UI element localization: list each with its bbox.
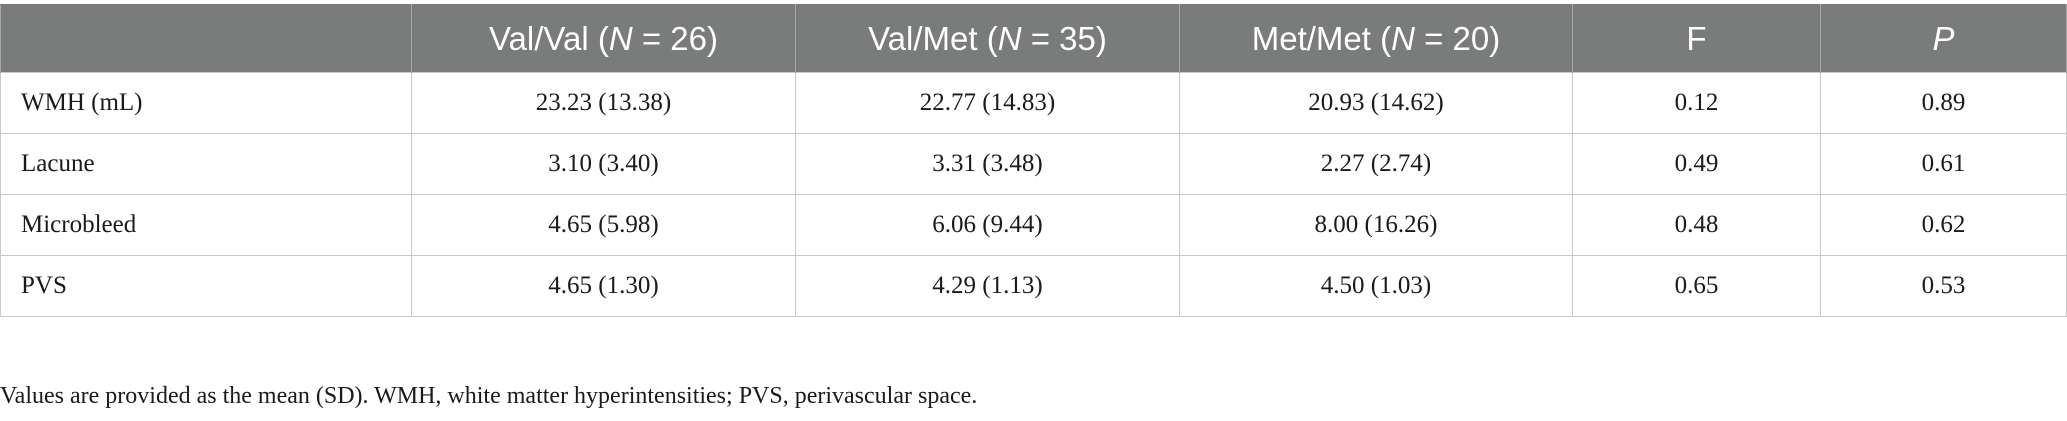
table-cell: 3.31 (3.48) [795, 133, 1180, 195]
table-row: Microbleed 4.65 (5.98) 6.06 (9.44) 8.00 … [0, 194, 2067, 256]
row-label-pvs: PVS [0, 255, 412, 317]
header-cell-measure [0, 4, 412, 73]
header-cell-f: F [1572, 4, 1821, 73]
table-cell: 0.65 [1572, 255, 1821, 317]
table-cell: 4.29 (1.13) [795, 255, 1180, 317]
row-label-wmh: WMH (mL) [0, 72, 412, 134]
row-label-lacune: Lacune [0, 133, 412, 195]
table-cell: 6.06 (9.44) [795, 194, 1180, 256]
table-cell: 20.93 (14.62) [1179, 72, 1573, 134]
table-cell: 4.65 (1.30) [411, 255, 796, 317]
table-cell: 0.62 [1820, 194, 2067, 256]
results-table: Val/Val (N = 26) Val/Met (N = 35) Met/Me… [0, 4, 2067, 317]
table-cell: 4.65 (5.98) [411, 194, 796, 256]
table-row: WMH (mL) 23.23 (13.38) 22.77 (14.83) 20.… [0, 72, 2067, 134]
table-header-row: Val/Val (N = 26) Val/Met (N = 35) Met/Me… [0, 4, 2067, 73]
table-row: Lacune 3.10 (3.40) 3.31 (3.48) 2.27 (2.7… [0, 133, 2067, 195]
table-footnote: Values are provided as the mean (SD). WM… [0, 383, 978, 409]
table-row: PVS 4.65 (1.30) 4.29 (1.13) 4.50 (1.03) … [0, 255, 2067, 317]
header-cell-p: P [1820, 4, 2067, 73]
table-cell: 0.12 [1572, 72, 1821, 134]
header-cell-val-val: Val/Val (N = 26) [411, 4, 796, 73]
table-cell: 2.27 (2.74) [1179, 133, 1573, 195]
table-cell: 0.53 [1820, 255, 2067, 317]
table-cell: 0.49 [1572, 133, 1821, 195]
table-cell: 3.10 (3.40) [411, 133, 796, 195]
table-cell: 0.61 [1820, 133, 2067, 195]
table-cell: 0.48 [1572, 194, 1821, 256]
header-cell-met-met: Met/Met (N = 20) [1179, 4, 1573, 73]
table-cell: 22.77 (14.83) [795, 72, 1180, 134]
table-cell: 4.50 (1.03) [1179, 255, 1573, 317]
table-cell: 8.00 (16.26) [1179, 194, 1573, 256]
row-label-microbleed: Microbleed [0, 194, 412, 256]
table-cell: 0.89 [1820, 72, 2067, 134]
header-cell-val-met: Val/Met (N = 35) [795, 4, 1180, 73]
table-cell: 23.23 (13.38) [411, 72, 796, 134]
